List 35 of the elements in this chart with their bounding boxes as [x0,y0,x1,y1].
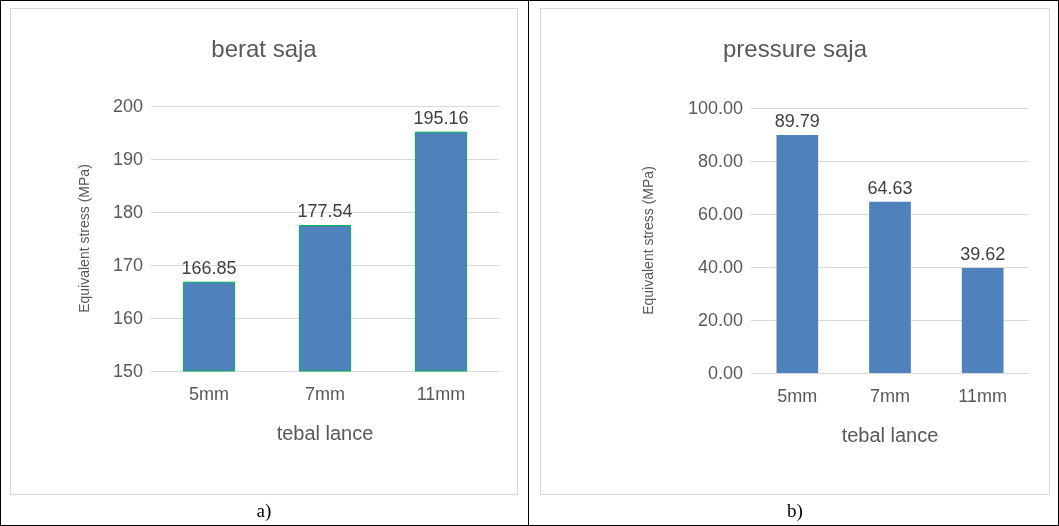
y-axis-title: Equivalent stress (MPa) [76,164,92,313]
y-axis-title: Equivalent stress (MPa) [640,166,656,315]
y-tick-label: 190 [112,149,143,169]
y-tick-label: 20.00 [697,310,743,330]
x-axis-title: tebal lance [276,422,374,444]
x-tick-label: 11mm [958,386,1008,406]
x-tick-label: 11mm [416,384,466,404]
chart-title: berat saja [211,34,318,62]
data-label: 177.54 [297,201,353,222]
x-tick-label: 5mm [777,386,818,406]
bar [869,201,911,373]
y-tick-label: 170 [112,255,143,275]
x-tick-label: 7mm [305,384,345,404]
y-tick-label: 100.00 [687,98,743,118]
y-tick-label: 40.00 [697,257,743,277]
data-label: 64.63 [867,177,913,198]
text: a) [255,500,273,522]
y-tick-label: 60.00 [697,204,743,224]
y-tick-label: 150 [112,361,143,381]
y-tick-label: 80.00 [697,151,743,171]
y-tick-label: 180 [112,202,143,222]
bar [776,135,819,373]
x-tick-label: 7mm [870,386,910,406]
data-label: 39.62 [960,244,1006,265]
bar [961,268,1004,373]
data-label: 166.85 [181,257,237,278]
y-tick-label: 200 [112,96,143,116]
x-axis-title: tebal lance [841,424,939,446]
data-label: 195.16 [413,107,469,128]
y-tick-label: 0.00 [707,363,743,383]
chart-title: pressure saja [722,34,868,62]
data-label: 89.79 [774,111,820,132]
y-tick-label: 160 [112,308,143,328]
text: b) [786,500,804,522]
x-tick-label: 5mm [189,384,229,404]
